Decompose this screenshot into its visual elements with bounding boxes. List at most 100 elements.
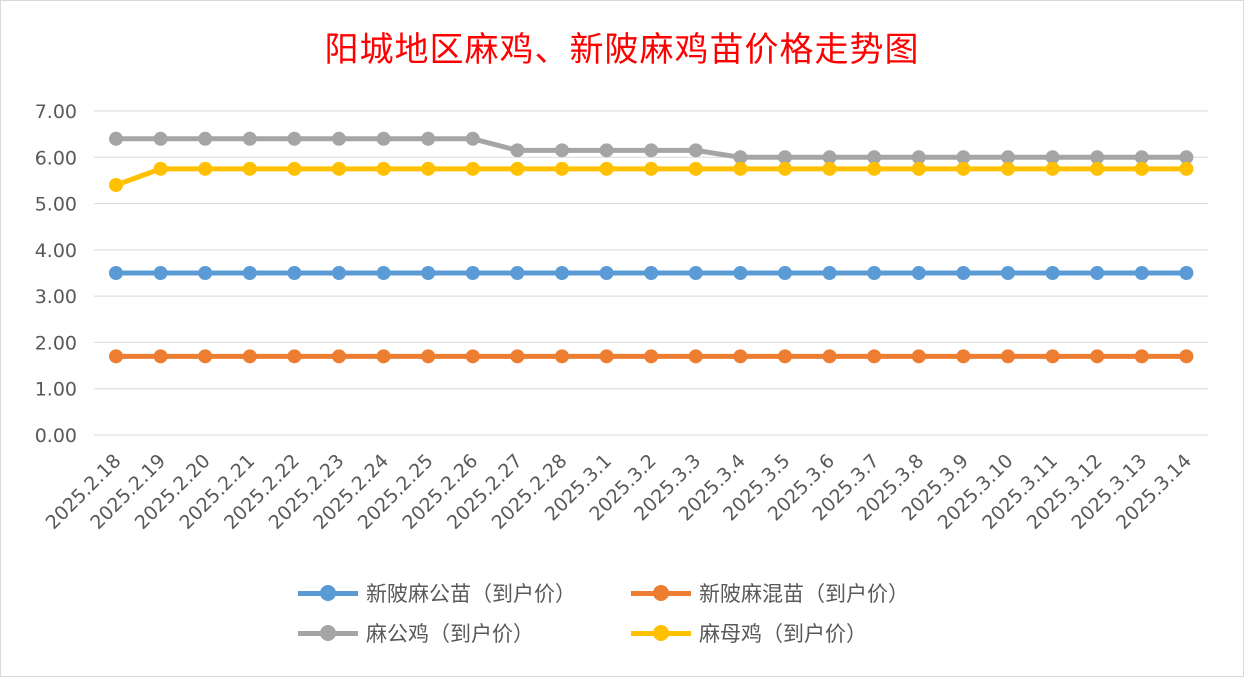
- data-point: [421, 349, 436, 364]
- legend-item-series-2: 麻公鸡（到户价）: [298, 618, 534, 648]
- data-point: [778, 266, 792, 280]
- data-point: [421, 131, 436, 146]
- data-point: [911, 150, 926, 165]
- data-point: [287, 266, 302, 280]
- series-0: [109, 266, 1194, 280]
- data-point: [465, 131, 480, 146]
- data-point: [1045, 266, 1060, 280]
- data-point: [421, 161, 436, 176]
- data-point: [911, 266, 926, 280]
- legend-item-series-1: 新陂麻混苗（到户价）: [631, 578, 909, 608]
- data-point: [198, 349, 213, 364]
- data-point: [376, 161, 391, 176]
- data-point: [510, 266, 525, 280]
- data-point: [644, 349, 659, 364]
- data-point: [242, 266, 257, 280]
- y-tick-label: 4.00: [35, 240, 77, 262]
- data-point: [242, 131, 257, 146]
- data-point: [911, 161, 926, 176]
- data-point: [867, 349, 882, 364]
- data-point: [1001, 266, 1015, 280]
- data-point: [599, 266, 614, 280]
- data-point: [1045, 349, 1060, 364]
- data-point: [332, 349, 346, 364]
- data-point: [733, 150, 748, 165]
- data-point: [822, 150, 837, 165]
- data-point: [733, 161, 748, 176]
- data-point: [733, 349, 748, 364]
- legend-swatch-marker: [320, 625, 336, 641]
- data-point: [465, 266, 480, 280]
- data-point: [688, 161, 703, 176]
- data-point: [198, 161, 213, 176]
- data-point: [510, 349, 525, 364]
- data-point: [421, 266, 436, 280]
- data-point: [956, 266, 971, 280]
- data-point: [1179, 150, 1194, 165]
- chart-title: 阳城地区麻鸡、新陂麻鸡苗价格走势图: [324, 30, 920, 70]
- data-point: [555, 161, 569, 176]
- data-point: [153, 161, 168, 176]
- legend-label-series-0: 新陂麻公苗（到户价）: [366, 582, 576, 606]
- data-point: [1045, 150, 1060, 165]
- legend-swatch-series-3: [631, 623, 691, 643]
- data-point: [644, 266, 659, 280]
- data-point: [1179, 349, 1194, 364]
- y-tick-label: 5.00: [35, 194, 77, 216]
- data-point: [822, 349, 837, 364]
- data-point: [1090, 266, 1105, 280]
- y-tick-label: 2.00: [35, 332, 77, 354]
- data-point: [153, 349, 168, 364]
- data-point: [956, 349, 971, 364]
- legend-label-series-2: 麻公鸡（到户价）: [366, 622, 534, 646]
- data-point: [956, 161, 971, 176]
- data-point: [287, 161, 302, 176]
- data-point: [287, 131, 302, 146]
- series-3: [109, 161, 1194, 193]
- data-point: [242, 161, 257, 176]
- data-point: [510, 143, 525, 158]
- y-tick-label: 6.00: [35, 147, 77, 169]
- data-point: [465, 349, 480, 364]
- legend-item-series-3: 麻母鸡（到户价）: [631, 618, 867, 648]
- data-point: [109, 266, 123, 280]
- data-point: [332, 266, 346, 280]
- data-point: [867, 266, 882, 280]
- data-point: [644, 161, 659, 176]
- data-point: [376, 349, 391, 364]
- data-point: [822, 266, 837, 280]
- data-point: [1134, 150, 1149, 165]
- data-point: [198, 266, 213, 280]
- data-point: [688, 349, 703, 364]
- data-point: [1045, 161, 1060, 176]
- data-point: [733, 266, 748, 280]
- data-point: [465, 161, 480, 176]
- data-point: [376, 131, 391, 146]
- legend-swatch-marker: [653, 585, 669, 601]
- data-point: [599, 143, 614, 158]
- data-point: [109, 178, 123, 193]
- data-point: [867, 161, 882, 176]
- legend-swatch-series-0: [298, 583, 358, 603]
- data-point: [287, 349, 302, 364]
- data-point: [555, 349, 569, 364]
- data-point: [1179, 266, 1194, 280]
- data-point: [1134, 161, 1149, 176]
- data-point: [1134, 349, 1149, 364]
- data-point: [109, 349, 123, 364]
- data-point: [688, 143, 703, 158]
- legend-label-series-1: 新陂麻混苗（到户价）: [699, 582, 909, 606]
- data-point: [198, 131, 213, 146]
- y-tick-label: 3.00: [35, 286, 77, 308]
- legend-swatch-marker: [320, 585, 336, 601]
- data-point: [1001, 161, 1015, 176]
- legend-label-series-3: 麻母鸡（到户价）: [699, 622, 867, 646]
- data-point: [688, 266, 703, 280]
- data-point: [1090, 161, 1105, 176]
- data-point: [867, 150, 882, 165]
- y-tick-label: 7.00: [35, 101, 77, 123]
- data-point: [376, 266, 391, 280]
- data-point: [911, 349, 926, 364]
